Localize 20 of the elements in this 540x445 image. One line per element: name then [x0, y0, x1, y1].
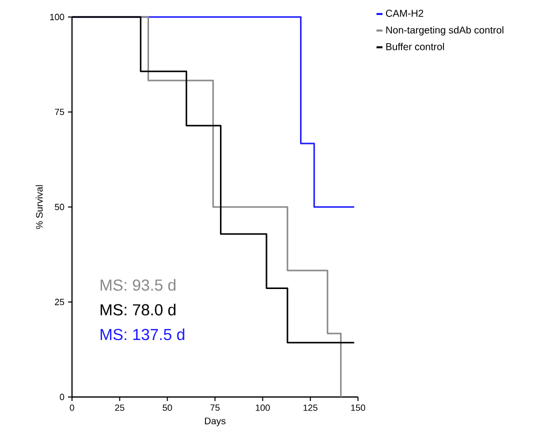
x-tick-label: 25: [115, 404, 124, 411]
x-tick-label: 0: [70, 404, 74, 411]
annotation: MS: 78.0 d: [100, 304, 176, 316]
legend-label: CAM-H2: [386, 10, 424, 17]
x-tick-label: 50: [162, 404, 172, 411]
y-tick-label: 75: [54, 108, 64, 116]
y-tick-label: 0: [60, 394, 64, 400]
annotation: MS: 137.5 d: [100, 328, 184, 340]
x-tick-label: 125: [304, 404, 318, 411]
y-tick-label: 100: [50, 14, 64, 20]
y-tick-label: 50: [54, 204, 64, 210]
annotation: MS: 93.5 d: [100, 279, 176, 291]
legend-label: Buffer control: [386, 42, 444, 50]
x-tick-label: 150: [351, 404, 366, 411]
x-tick-label: 100: [256, 404, 270, 411]
legend-label: Non-targeting sdAb control: [386, 26, 504, 36]
y-tick-label: 25: [54, 298, 64, 306]
x-tick-label: 75: [210, 404, 220, 411]
x-axis-title: Days: [205, 418, 226, 426]
y-axis-title: % Survival: [36, 185, 43, 229]
